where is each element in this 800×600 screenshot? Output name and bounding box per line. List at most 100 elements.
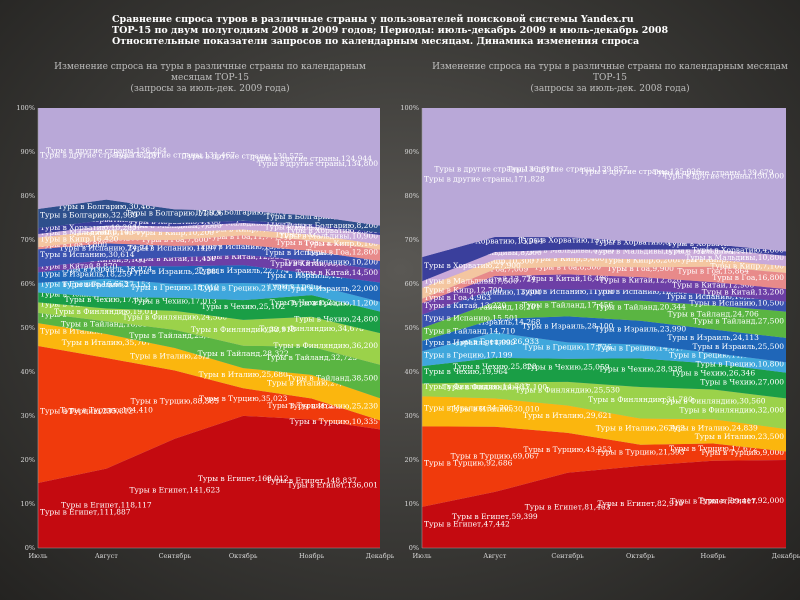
left-area-тайланд [38,312,380,399]
left-area-китай [38,254,380,283]
left-label-другие-страны-1: Туры в другие страны,136,264 [46,146,167,155]
left-label-тайланд-2: Туры в Тайланд,23,448 [129,331,220,340]
right-y-tick-1: 10% [405,500,419,508]
right-area-израиль [422,316,786,363]
right-y-tick-2: 20% [405,456,419,464]
right-area-финляндия [422,381,786,429]
left-label-финляндия-4: Туры в Финляндию,34,678 [259,324,364,333]
right-label-китай-2: Туры в Китай,16,406 [526,274,608,283]
right-y-tick-4: 40% [405,368,419,376]
right-label-китай-4: Туры в Китай,12,900 [672,280,754,289]
left-label-израиль-0: Туры в Израиль,18,259 [40,270,132,279]
right-label-тайланд-4: Туры в Тайланд,24,706 [668,309,759,318]
left-label-израиль-4: Туры в Израиль,12,466 [266,271,358,280]
right-x-tick-1: Август [483,552,506,560]
left-label-болгария-5: Туры в Болгарию,8,200 [285,221,378,230]
left-area-другие-страны [38,108,380,226]
right-label-испания-1: Туры в Испанию,13,600 [448,287,543,296]
right-label-испания-2: Туры в Испанию,11,700 [520,287,615,296]
right-label-мальдивы-1: Туры в Мальдивы,8,200 [448,248,542,257]
right-label-финляндия-2: Туры в Финляндию,25,530 [515,386,620,395]
right-label-чехия-2: Туры в Чехию,25,059 [526,362,610,371]
right-y-tick-10: 100% [400,104,419,112]
right-label-греция-4: Туры в Грецию,11,000 [669,350,758,359]
left-y-tick-8: 80% [21,192,35,200]
left-y-tick-4: 40% [21,368,35,376]
left-area-египет [38,415,380,548]
right-label-турция-0: Туры в Турцию,92,686 [424,459,513,468]
right-label-хорватия-2: Туры в Хорватию,13,464 [519,235,616,244]
right-label-израиль-1: Туры в Израиль,14,268 [449,318,541,327]
left-label-израиль-3: Туры в Израиль,22,774 [197,266,289,275]
right-label-кипр-2: Туры в Кипр,9,400 [531,254,605,263]
right-label-италия-2: Туры в Италию,29,621 [523,411,612,420]
right-area-греция [422,332,786,373]
right-chart-title: Изменение спроса на туры в различные стр… [432,62,788,83]
right-area-хорватия [422,236,786,282]
left-area-мальдивы [38,223,380,245]
left-label-другие-страны-5: Туры в другие страны,134,800 [257,159,378,168]
left-label-мальдивы-5: Туры в Мальдивы,10,900 [279,232,378,241]
right-y-tick-5: 50% [405,324,419,332]
right-label-мальдивы-0: Туры в Мальдивы,7,500 [424,277,518,286]
left-label-чехия-5: Туры в Чехию,24,800 [294,314,378,323]
right-x-tick-4: Ноябрь [701,552,727,560]
right-label-хорватия-0: Туры в Хорватию,27,900 [424,261,521,270]
right-label-чехия-0: Туры в Чехию,19,964 [424,367,508,376]
right-chart-title-block: Изменение спроса на туры в различные стр… [420,62,800,95]
right-area-другие-страны [422,108,786,258]
right-label-греция-1: Туры в Грецию,26,933 [451,337,540,346]
right-y-tick-6: 60% [405,280,419,288]
left-label-гоа-0: Туры в Гоа,3,800 [40,240,107,249]
left-area-турция [38,346,380,484]
left-y-tick-6: 60% [21,280,35,288]
right-label-гоа-2: Туры в Гоа,8,500 [534,262,601,271]
left-label-мальдивы-4: Туры в Мальдивы,9,300 [265,222,359,231]
right-label-кипр-1: Туры в Кипр,10,300 [456,257,535,266]
page-title-line-1: Сравнение спроса туров в различные стран… [112,14,634,25]
right-label-израиль-2: Туры в Израиль,28,100 [522,321,614,330]
right-label-мальдивы-5: Туры в Мальдивы,10,800 [685,253,784,262]
left-y-tick-3: 30% [21,412,35,420]
right-label-тайланд-5: Туры в Тайланд,27,500 [693,317,784,326]
left-label-греция-3: Туры в Грецию,21,719 [199,284,288,293]
left-label-греция-5: Туры в Грецию,11,200 [290,299,379,308]
left-area-испания [38,243,380,270]
left-label-египет-2: Туры в Египет,141,623 [130,485,221,494]
right-label-тайланд-0: Туры в Тайланд,14,710 [424,326,515,335]
left-label-кипр-0: Туры в Кипр,16,420 [40,234,119,243]
left-label-испания-1: Туры в Испанию,24,747 [59,244,154,253]
right-label-италия-3: Туры в Италию,26,463 [596,424,685,433]
left-label-болгария-3: Туры в Болгарию,12,757 [195,208,293,217]
left-label-испания-5: Туры в Испанию,10,200 [283,257,378,266]
right-label-чехия-1: Туры в Чехию,25,828 [453,362,537,371]
left-x-tick-4: Ноябрь [299,552,325,560]
left-label-греция-4: Туры в Грецию,12,466 [267,282,356,291]
right-label-израиль-5: Туры в Израиль,25,500 [692,342,784,351]
left-label-италия-5: Туры в Италию,25,230 [289,401,378,410]
right-label-испания-3: Туры в Испанию,10,900 [593,287,688,296]
left-label-китай-5: Туры в Китай,14,500 [296,268,378,277]
left-label-египет-3: Туры в Египет,168,012 [198,474,289,483]
left-area-финляндия [38,302,380,365]
left-label-кипр-5: Туры в Кипр,6,100 [304,239,378,248]
right-label-хорватия-5: Туры в Хорватию,4,600 [692,246,784,255]
left-label-мальдивы-0: Туры в Мальдивы,6,100 [40,228,134,237]
right-label-финляндия-5: Туры в Финляндию,32,000 [679,406,784,415]
right-label-кипр-4: Туры в Кипр,7,600 [676,255,750,264]
left-label-финляндия-3: Туры в Финляндию,32,918 [191,325,296,334]
left-label-турция-4: Туры в Турцию,24,536 [267,401,356,410]
left-x-tick-5: Декабрь [366,552,395,560]
left-area-чехия [38,292,380,334]
right-x-tick-5: Декабрь [772,552,800,560]
right-y-tick-7: 70% [405,236,419,244]
left-chart-title: Изменение спроса на туры в различные стр… [54,62,366,83]
right-label-чехия-5: Туры в Чехию,27,000 [700,377,784,386]
right-label-тайланд-3: Туры в Тайланд,20,344 [595,303,686,312]
left-label-турция-2: Туры в Турцию,88,385 [131,397,220,406]
right-label-гоа-3: Туры в Гоа,9,900 [607,264,674,273]
left-label-турция-0: Туры в Турцию,235,812 [40,407,133,416]
left-label-болгария-2: Туры в Болгарию,17,826 [126,208,224,217]
